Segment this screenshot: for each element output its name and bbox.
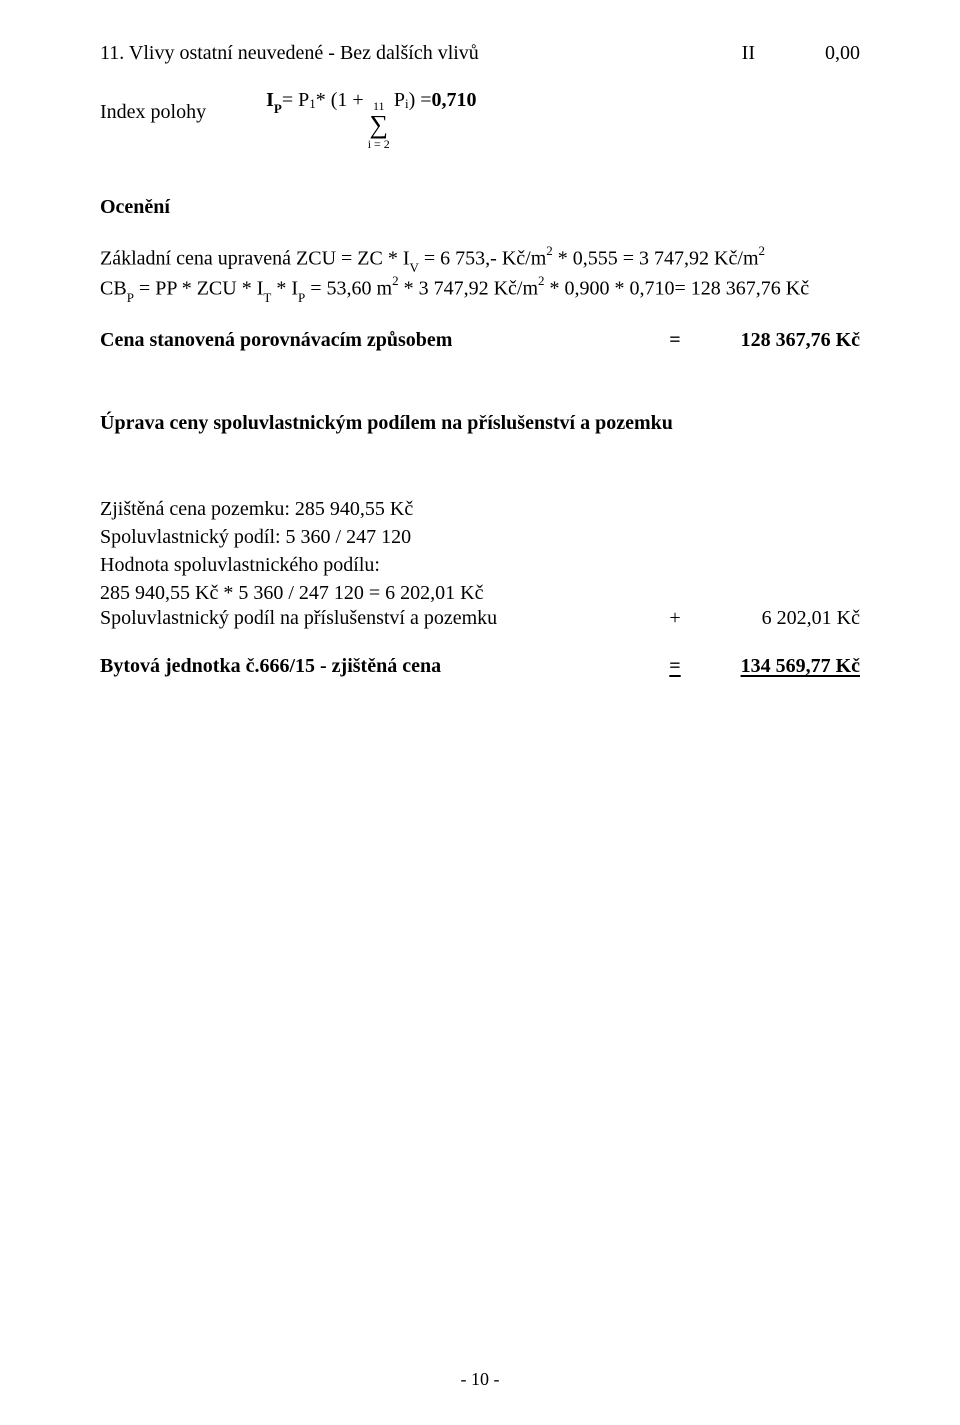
final-eq: = bbox=[660, 655, 690, 678]
cb-line: CBP = PP * ZCU * IT * IP = 53,60 m2 * 3 … bbox=[100, 274, 860, 304]
podil-plus-row: Spoluvlastnický podíl na příslušenství a… bbox=[100, 607, 860, 630]
index-polohy-row: Index polohy IP = P1 * (1 + 11 ∑ i = 2 P… bbox=[100, 87, 860, 146]
ip-sym: IP bbox=[266, 87, 282, 116]
cena-porovnavacim: Cena stanovená porovnávacím způsobem = 1… bbox=[100, 329, 860, 352]
line-vlivy-label: 11. Vlivy ostatní neuvedené - Bez dalšíc… bbox=[100, 40, 479, 67]
ip-result: 0,710 bbox=[432, 87, 477, 114]
index-polohy-label: Index polohy bbox=[100, 99, 266, 126]
calc-line-2: Spoluvlastnický podíl: 5 360 / 247 120 bbox=[100, 523, 860, 551]
plus-sign: + bbox=[660, 607, 690, 630]
calc-line-1: Zjištěná cena pozemku: 285 940,55 Kč bbox=[100, 495, 860, 523]
line-vlivy-col2: II bbox=[742, 40, 755, 67]
calc-line-3: Hodnota spoluvlastnického podílu: bbox=[100, 551, 860, 579]
cena-porovnavacim-label: Cena stanovená porovnávacím způsobem bbox=[100, 329, 660, 352]
podil-label: Spoluvlastnický podíl na příslušenství a… bbox=[100, 607, 660, 630]
uprava-heading: Úprava ceny spoluvlastnickým podílem na … bbox=[100, 412, 860, 435]
podil-value: 6 202,01 Kč bbox=[690, 607, 860, 630]
page-number: - 10 - bbox=[0, 1369, 960, 1390]
final-row: Bytová jednotka č.666/15 - zjištěná cena… bbox=[100, 655, 860, 678]
zcu-line: Základní cena upravená ZCU = ZC * IV = 6… bbox=[100, 244, 860, 274]
equals-sign: = bbox=[660, 329, 690, 352]
cena-porovnavacim-value: 128 367,76 Kč bbox=[690, 329, 860, 352]
final-value: 134 569,77 Kč bbox=[690, 655, 860, 678]
calc-block: Zjištěná cena pozemku: 285 940,55 Kč Spo… bbox=[100, 495, 860, 607]
line-vlivy-col3: 0,00 bbox=[825, 40, 860, 67]
calc-line-4: 285 940,55 Kč * 5 360 / 247 120 = 6 202,… bbox=[100, 579, 860, 607]
line-vlivy: 11. Vlivy ostatní neuvedené - Bez dalšíc… bbox=[100, 40, 860, 67]
final-label: Bytová jednotka č.666/15 - zjištěná cena bbox=[100, 655, 660, 678]
index-polohy-formula: IP = P1 * (1 + 11 ∑ i = 2 Pi ) = 0,710 bbox=[266, 87, 476, 146]
section-oceneni: Ocenění bbox=[100, 196, 860, 219]
sigma-icon: 11 ∑ i = 2 bbox=[368, 100, 390, 150]
